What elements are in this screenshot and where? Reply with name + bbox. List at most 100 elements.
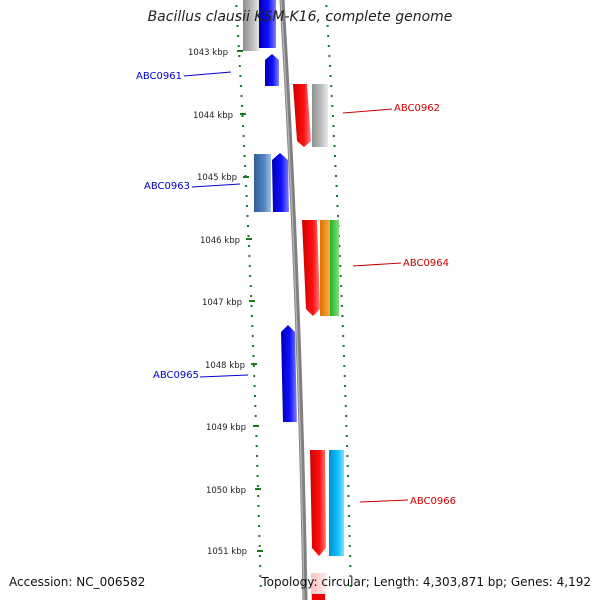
inner-dot bbox=[236, 25, 239, 27]
inner-dot bbox=[258, 525, 261, 527]
gene-arrow-abc0961[interactable] bbox=[265, 54, 279, 86]
outer-dot bbox=[333, 145, 336, 147]
inner-dot bbox=[239, 75, 242, 77]
gene-labels: ABC0961 ABC0962 ABC0963 ABC0964 ABC0965 … bbox=[136, 71, 456, 507]
tick-label: 1047 kbp bbox=[202, 298, 242, 308]
inner-dot bbox=[235, 5, 238, 7]
gene-label-abc0966[interactable]: ABC0966 bbox=[359, 496, 456, 507]
inner-dot bbox=[253, 375, 256, 377]
outer-dot bbox=[335, 175, 337, 177]
inner-dot bbox=[252, 365, 255, 367]
inner-dot bbox=[247, 235, 250, 237]
gene-label-abc0962[interactable]: ABC0962 bbox=[342, 103, 440, 114]
gene-arrow[interactable] bbox=[320, 220, 331, 316]
inner-dot bbox=[254, 395, 256, 397]
outer-dot bbox=[340, 285, 343, 287]
tick: 1049 kbp bbox=[206, 423, 259, 433]
gene-arrow[interactable] bbox=[243, 0, 260, 51]
inner-dot bbox=[236, 15, 238, 17]
inner-dot bbox=[250, 305, 253, 307]
outer-dot bbox=[339, 275, 342, 277]
tick: 1043 kbp bbox=[188, 48, 243, 58]
inner-dot bbox=[243, 155, 246, 157]
gene-arrow-abc0963[interactable] bbox=[272, 153, 289, 212]
outer-dot bbox=[339, 265, 342, 267]
gene-arrow[interactable] bbox=[254, 154, 271, 212]
inner-dot bbox=[248, 255, 251, 257]
outer-dot bbox=[344, 405, 347, 407]
outer-dot bbox=[338, 255, 341, 257]
gene-name[interactable]: ABC0962 bbox=[394, 103, 440, 114]
tick-label: 1051 kbp bbox=[207, 547, 247, 557]
inner-dot bbox=[239, 85, 242, 87]
inner-dot bbox=[238, 55, 241, 57]
inner-dot bbox=[248, 265, 251, 267]
inner-dot bbox=[258, 535, 261, 537]
gene-features bbox=[243, 0, 344, 600]
gene-name[interactable]: ABC0961 bbox=[136, 71, 182, 82]
gene-label-abc0961[interactable]: ABC0961 bbox=[136, 71, 232, 82]
outer-dot bbox=[344, 395, 347, 397]
gene-arrow[interactable] bbox=[312, 594, 325, 600]
inner-dot bbox=[250, 315, 253, 317]
inner-dot bbox=[241, 105, 243, 107]
gene-label-abc0963[interactable]: ABC0963 bbox=[144, 181, 241, 192]
outer-dot bbox=[331, 115, 334, 117]
outer-dot bbox=[342, 345, 345, 347]
outer-dot bbox=[349, 575, 352, 577]
genome-title: Bacillus clausii KSM-K16, complete genom… bbox=[147, 9, 453, 25]
inner-dot bbox=[242, 135, 245, 137]
gene-name[interactable]: ABC0965 bbox=[153, 370, 199, 381]
outer-dot bbox=[343, 355, 345, 357]
outer-dot bbox=[346, 455, 349, 457]
leader-line bbox=[352, 262, 402, 267]
gene-name[interactable]: ABC0964 bbox=[403, 258, 449, 269]
inner-dot bbox=[244, 165, 247, 167]
outer-dot bbox=[341, 305, 343, 307]
outer-dot bbox=[347, 485, 350, 487]
gene-name[interactable]: ABC0966 bbox=[410, 496, 456, 507]
outer-dot bbox=[336, 205, 339, 207]
gene-arrow-abc0964[interactable] bbox=[330, 220, 339, 316]
gene-arrow-abc0966[interactable] bbox=[329, 450, 344, 556]
outer-dot bbox=[346, 465, 349, 467]
gene-arrow[interactable] bbox=[310, 450, 326, 556]
outer-dot bbox=[349, 585, 352, 587]
tick-label: 1050 kbp bbox=[206, 486, 246, 496]
gene-label-abc0965[interactable]: ABC0965 bbox=[153, 370, 249, 381]
outer-dot bbox=[327, 35, 330, 37]
gene-arrow[interactable] bbox=[311, 573, 326, 600]
outer-dot bbox=[340, 295, 343, 297]
outer-dot bbox=[325, 5, 328, 7]
inner-dot bbox=[257, 515, 260, 517]
inner-dot bbox=[251, 335, 254, 337]
tick-label: 1043 kbp bbox=[188, 48, 228, 58]
gene-arrow[interactable] bbox=[259, 0, 276, 48]
leader-line bbox=[183, 71, 232, 77]
inner-dot bbox=[254, 405, 257, 407]
inner-dot bbox=[257, 495, 260, 497]
inner-dot bbox=[246, 205, 249, 207]
kbp-ticks: 1043 kbp 1044 kbp 1045 kbp 1046 kbp 1047… bbox=[188, 48, 263, 557]
inner-dot bbox=[238, 65, 241, 67]
gene-arrow[interactable] bbox=[293, 84, 311, 147]
gene-name[interactable]: ABC0963 bbox=[144, 181, 190, 192]
inner-dot bbox=[251, 325, 254, 327]
inner-dot bbox=[249, 285, 252, 287]
outer-dot bbox=[348, 545, 351, 547]
outer-dot bbox=[343, 375, 346, 377]
gene-arrow[interactable] bbox=[302, 220, 320, 316]
gene-arrow-abc0962[interactable] bbox=[312, 84, 328, 147]
leader-line bbox=[342, 108, 393, 114]
outer-dot bbox=[329, 75, 332, 77]
genome-summary: Topology: circular; Length: 4,303,871 bp… bbox=[261, 575, 591, 589]
inner-dot bbox=[258, 555, 261, 557]
tick: 1045 kbp bbox=[197, 173, 249, 183]
inner-dot bbox=[259, 585, 262, 587]
gene-arrow-abc0965[interactable] bbox=[281, 325, 297, 422]
outer-dot bbox=[346, 445, 349, 447]
gene-label-abc0964[interactable]: ABC0964 bbox=[352, 258, 449, 269]
outer-dot bbox=[331, 105, 334, 107]
tick-label: 1044 kbp bbox=[193, 111, 233, 121]
